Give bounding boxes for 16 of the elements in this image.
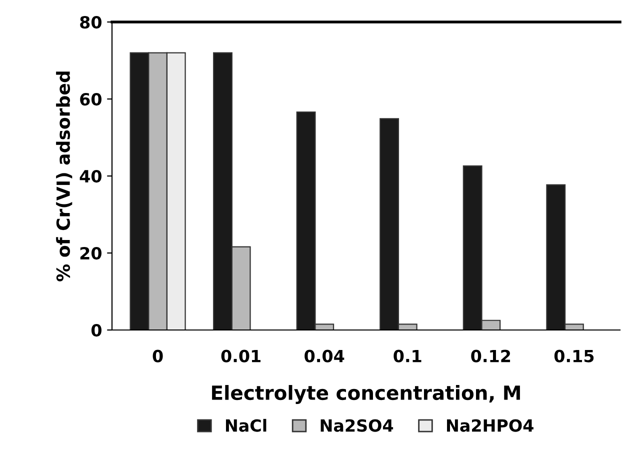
x-tick-label: 0.15 — [554, 350, 594, 362]
x-tick-label: 0.01 — [221, 350, 260, 362]
legend-label: NaCl — [226, 418, 266, 432]
y-axis-title: % of Cr(VI) adsorbed — [56, 72, 72, 282]
y-tick-label: 60 — [80, 92, 102, 106]
y-tick-label: 80 — [80, 16, 102, 29]
x-tick-label: 0 — [152, 350, 163, 362]
y-tick-label: 40 — [80, 170, 102, 183]
x-tick-label: 0.1 — [394, 350, 422, 362]
y-tick-label: 20 — [80, 246, 102, 260]
x-axis-title: Electrolyte concentration, M — [212, 385, 520, 404]
x-tick-label: 0.12 — [471, 350, 510, 362]
legend-label: Na2HPO4 — [447, 419, 534, 432]
x-tick-label: 0.04 — [304, 350, 344, 362]
legend-label: Na2SO4 — [320, 419, 394, 432]
y-tick-label: 0 — [91, 324, 102, 337]
